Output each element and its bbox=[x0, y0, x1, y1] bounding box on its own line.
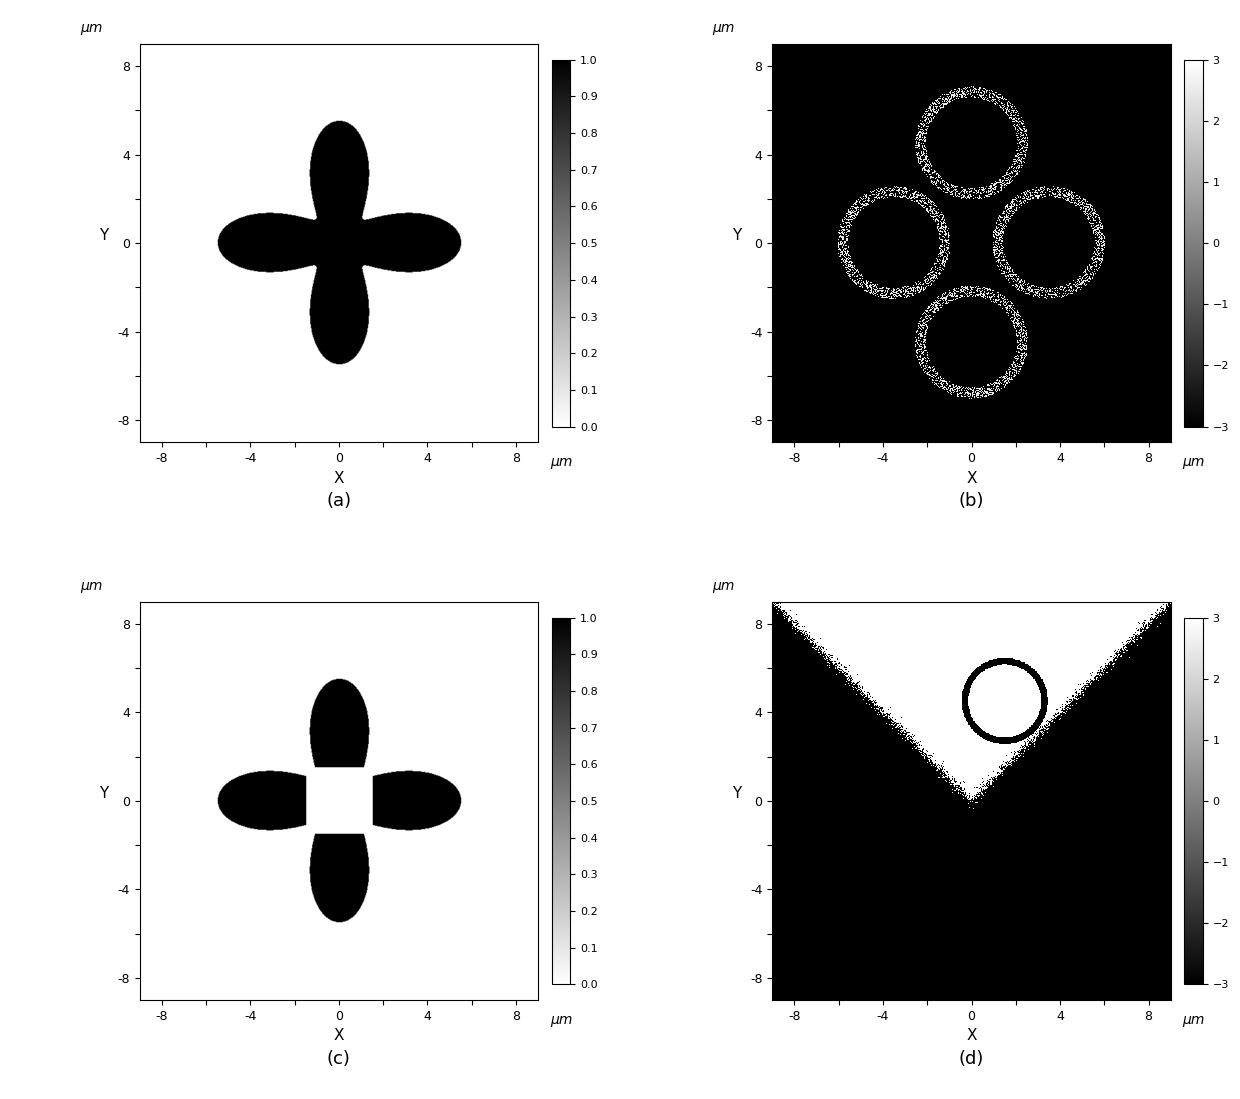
Text: μm: μm bbox=[1183, 455, 1205, 469]
Text: μm: μm bbox=[79, 579, 102, 592]
Y-axis label: Y: Y bbox=[732, 229, 740, 243]
Text: (b): (b) bbox=[959, 492, 985, 510]
X-axis label: X: X bbox=[334, 470, 343, 486]
Text: μm: μm bbox=[551, 1013, 573, 1026]
Text: μm: μm bbox=[713, 579, 735, 592]
Y-axis label: Y: Y bbox=[99, 786, 108, 801]
Text: μm: μm bbox=[1183, 1013, 1205, 1026]
X-axis label: X: X bbox=[334, 1029, 343, 1043]
Text: μm: μm bbox=[713, 21, 735, 35]
Text: μm: μm bbox=[551, 455, 573, 469]
Text: μm: μm bbox=[79, 21, 102, 35]
Text: (a): (a) bbox=[326, 492, 351, 510]
Text: (c): (c) bbox=[327, 1050, 351, 1068]
Y-axis label: Y: Y bbox=[732, 786, 740, 801]
Y-axis label: Y: Y bbox=[99, 229, 108, 243]
Text: (d): (d) bbox=[959, 1050, 985, 1068]
X-axis label: X: X bbox=[966, 470, 977, 486]
X-axis label: X: X bbox=[966, 1029, 977, 1043]
